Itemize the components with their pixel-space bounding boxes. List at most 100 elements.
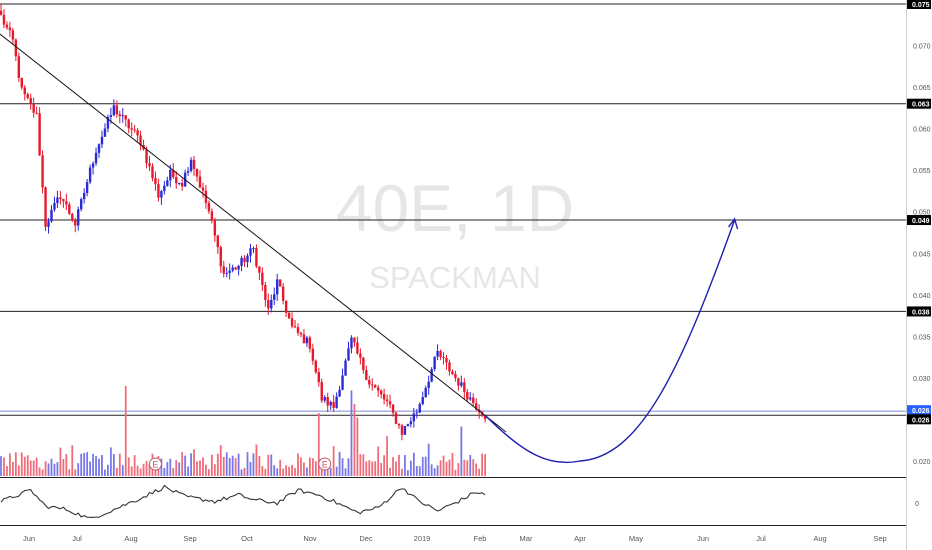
volume-bar: [243, 467, 246, 476]
candle-body: [91, 163, 95, 168]
volume-bar: [484, 454, 487, 476]
candle-body: [0, 10, 3, 15]
volume-bar: [270, 454, 273, 476]
price-level-tag[interactable]: 0.026: [907, 414, 931, 425]
trendline-line[interactable]: [0, 0, 507, 433]
volume-bar: [389, 467, 391, 476]
time-tick-label: 2019: [414, 534, 431, 543]
volume-bar: [178, 462, 181, 476]
volume-bar: [169, 458, 172, 476]
volume-bar: [294, 468, 296, 476]
candle-body: [451, 371, 454, 374]
trendline[interactable]: [0, 0, 507, 433]
volume-bar: [475, 463, 478, 476]
volume-bar: [383, 455, 386, 476]
candle-body: [374, 385, 377, 388]
volume-bar: [445, 461, 448, 476]
volume-bar: [267, 454, 270, 476]
candle-body: [11, 30, 15, 40]
price-level-tag[interactable]: 0.026: [907, 405, 931, 416]
candle-body: [323, 397, 326, 401]
candle-body: [243, 257, 246, 263]
price-level-tag-bg: [907, 306, 931, 317]
price-axis[interactable]: 0.070 0.065 0.060 0.055 0.050 0.045 0.040 0.035…: [906, 0, 932, 550]
time-tick-label: Jul: [72, 534, 82, 543]
volume-bar: [424, 456, 427, 476]
candle-body: [409, 421, 413, 425]
volume-bar: [124, 386, 127, 476]
volume-bar: [386, 436, 388, 476]
volume-bar: [329, 467, 332, 476]
volume-bar: [190, 453, 192, 476]
candle-body: [240, 257, 243, 266]
candle-body: [264, 285, 267, 300]
volume-bar: [466, 460, 469, 476]
candle-body: [344, 360, 347, 376]
volume-bar: [213, 464, 216, 476]
candle-body: [68, 204, 71, 214]
volume-bar: [418, 466, 421, 476]
projection-path[interactable]: [484, 219, 736, 464]
price-level-tag[interactable]: 0.075: [907, 0, 931, 9]
volume-bar: [439, 460, 442, 476]
candle-body: [124, 115, 127, 120]
volume-bar: [101, 455, 103, 476]
candle-body: [8, 27, 12, 31]
volume-bar: [371, 461, 374, 476]
volume-bar: [320, 465, 323, 476]
volume-bar: [32, 460, 35, 476]
volume-bar: [451, 453, 454, 476]
volume-bar: [56, 462, 59, 476]
volume-bar: [421, 457, 424, 476]
volume-bar: [44, 461, 47, 476]
volume-bar: [430, 464, 433, 476]
volume-bar: [395, 461, 397, 476]
price-level-tag-label: 0.038: [912, 309, 930, 316]
candle-body: [163, 185, 166, 192]
candle-body: [74, 220, 77, 226]
volume-bar: [359, 454, 362, 476]
price-tick-label: 0.030: [913, 376, 931, 383]
candle-body: [281, 286, 285, 301]
volume-bar: [338, 451, 341, 476]
earnings-marker-label: E: [152, 460, 158, 470]
volume-bar: [460, 426, 463, 476]
time-tick-label: Dec: [359, 534, 373, 543]
price-level-tag[interactable]: 0.049: [907, 215, 931, 226]
price-level-tag[interactable]: 0.038: [907, 306, 931, 317]
projection-curve[interactable]: [484, 217, 739, 464]
volume-bar: [83, 452, 86, 476]
earnings-marker[interactable]: E: [148, 457, 162, 471]
volume-bar: [26, 455, 29, 476]
horizontal-levels: [0, 3, 906, 416]
candle-body: [439, 350, 442, 357]
price-level-tag-bg: [907, 98, 931, 109]
candle-body: [442, 356, 445, 359]
time-tick-label: Jul: [756, 534, 766, 543]
volume-bar: [409, 460, 412, 476]
candle-body: [71, 213, 74, 221]
earnings-marker[interactable]: E: [318, 457, 332, 471]
candle-body: [287, 312, 291, 319]
volume-bar: [92, 453, 94, 476]
time-axis[interactable]: Jun Jul Aug Sep Oct Nov Dec 2019 Feb Mar Apr May Jun…: [23, 534, 887, 543]
volume-bar: [112, 454, 115, 476]
candle-body: [20, 77, 23, 88]
candle-body: [121, 115, 124, 117]
candle-body: [406, 424, 410, 427]
volume-bar: [308, 457, 311, 476]
volume-bar: [74, 469, 77, 476]
candle-body: [368, 380, 371, 385]
volume-bar: [29, 460, 32, 476]
price-level-tag[interactable]: 0.063: [907, 98, 931, 109]
candle-body: [17, 56, 21, 78]
volume-bar: [199, 460, 201, 476]
volume-bar: [341, 458, 344, 476]
volume-bar: [80, 453, 83, 476]
volume-bar: [240, 469, 243, 476]
candle-body: [62, 198, 65, 202]
candle-body: [231, 267, 234, 271]
volume-bar: [222, 457, 225, 476]
